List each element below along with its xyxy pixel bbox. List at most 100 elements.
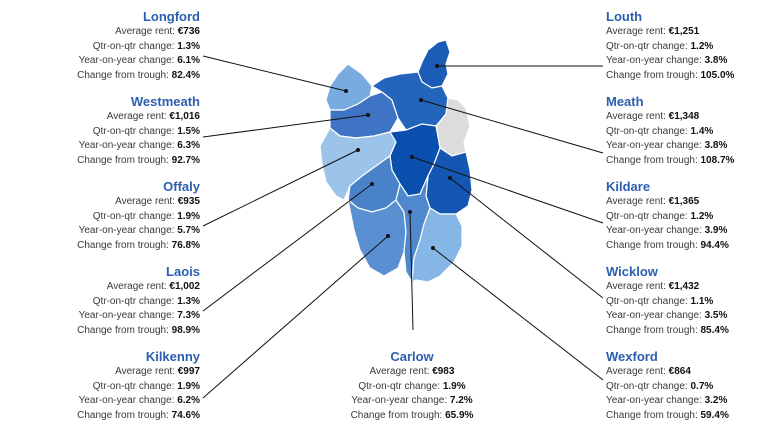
qtr-value: 1.9% bbox=[177, 210, 200, 222]
county-name: Wicklow bbox=[606, 264, 658, 279]
leader-meath bbox=[420, 99, 604, 154]
qtr-value: 1.5% bbox=[177, 125, 200, 137]
trough-row: Change from trough: 65.9% bbox=[350, 409, 474, 421]
trough-value: 85.4% bbox=[700, 324, 729, 336]
trough-value: 65.9% bbox=[445, 409, 474, 421]
county-name: Kildare bbox=[606, 179, 651, 194]
info-laois: Laois Average rent: €1,002 Qtr-on-qtr ch… bbox=[0, 263, 200, 338]
info-longford: Longford Average rent: €736 Qtr-on-qtr c… bbox=[0, 8, 200, 83]
yoy-value: 6.2% bbox=[177, 395, 200, 406]
trough-value: 82.4% bbox=[171, 69, 200, 81]
trough-value: 59.4% bbox=[700, 409, 729, 421]
qtr-value: 1.1% bbox=[690, 295, 714, 307]
qtr-row: Qtr-on-qtr change: 1.1% bbox=[606, 295, 714, 307]
avg-rent-value: €983 bbox=[432, 366, 455, 377]
info-meath: Meath Average rent: €1,348 Qtr-on-qtr ch… bbox=[606, 93, 771, 168]
qtr-value: 1.2% bbox=[690, 210, 714, 222]
yoy-value: 3.8% bbox=[704, 140, 728, 151]
info-wicklow: Wicklow Average rent: €1,432 Qtr-on-qtr … bbox=[606, 263, 771, 338]
qtr-row: Qtr-on-qtr change: 1.2% bbox=[606, 40, 714, 52]
yoy-value: 3.2% bbox=[704, 395, 728, 406]
county-name: Kilkenny bbox=[145, 349, 200, 364]
info-carlow: Carlow Average rent: €983 Qtr-on-qtr cha… bbox=[312, 348, 512, 423]
avg-rent-value: €736 bbox=[177, 26, 200, 37]
avg-rent-row: Average rent: €983 bbox=[369, 366, 455, 377]
qtr-value: 1.9% bbox=[442, 380, 466, 392]
county-name: Westmeath bbox=[130, 94, 200, 109]
yoy-value: 5.7% bbox=[177, 225, 200, 236]
trough-row: Change from trough: 94.4% bbox=[606, 239, 729, 251]
region-louth bbox=[417, 39, 451, 89]
trough-row: Change from trough: 82.4% bbox=[77, 69, 200, 81]
yoy-row: Year-on-year change: 6.2% bbox=[78, 395, 200, 406]
trough-value: 98.9% bbox=[171, 324, 200, 336]
yoy-value: 7.3% bbox=[177, 310, 200, 321]
avg-rent-row: Average rent: €736 bbox=[115, 26, 200, 37]
yoy-row: Year-on-year change: 3.8% bbox=[606, 55, 728, 66]
leader-laois bbox=[202, 183, 373, 312]
trough-value: 108.7% bbox=[700, 154, 735, 166]
avg-rent-row: Average rent: €1,432 bbox=[606, 281, 700, 292]
avg-rent-row: Average rent: €935 bbox=[115, 196, 200, 207]
avg-rent-row: Average rent: €997 bbox=[115, 366, 200, 377]
avg-rent-value: €864 bbox=[668, 366, 691, 377]
info-wexford: Wexford Average rent: €864 Qtr-on-qtr ch… bbox=[606, 348, 771, 423]
avg-rent-row: Average rent: €1,002 bbox=[106, 281, 200, 292]
trough-value: 76.8% bbox=[171, 239, 200, 251]
avg-rent-value: €1,432 bbox=[668, 281, 700, 292]
trough-value: 74.6% bbox=[171, 409, 200, 421]
qtr-value: 1.9% bbox=[177, 380, 200, 392]
yoy-value: 3.5% bbox=[704, 310, 728, 321]
county-name: Offaly bbox=[163, 179, 200, 194]
county-name: Wexford bbox=[606, 349, 658, 364]
qtr-row: Qtr-on-qtr change: 1.9% bbox=[358, 380, 466, 392]
qtr-row: Qtr-on-qtr change: 1.2% bbox=[606, 210, 714, 222]
region-kilkenny bbox=[347, 198, 407, 277]
avg-rent-row: Average rent: €1,016 bbox=[106, 111, 200, 122]
trough-value: 92.7% bbox=[171, 154, 200, 166]
leader-wicklow bbox=[449, 177, 604, 299]
trough-row: Change from trough: 76.8% bbox=[77, 239, 200, 251]
trough-value: 94.4% bbox=[700, 239, 729, 251]
avg-rent-value: €1,016 bbox=[169, 111, 200, 122]
qtr-row: Qtr-on-qtr change: 1.3% bbox=[92, 40, 200, 52]
region-wexford bbox=[411, 207, 463, 284]
trough-row: Change from trough: 74.6% bbox=[77, 409, 200, 421]
county-name: Longford bbox=[142, 9, 200, 24]
leader-wexford bbox=[432, 247, 604, 381]
yoy-row: Year-on-year change: 5.7% bbox=[78, 225, 200, 236]
county-name: Laois bbox=[166, 264, 200, 279]
qtr-row: Qtr-on-qtr change: 1.5% bbox=[92, 125, 200, 137]
info-kildare: Kildare Average rent: €1,365 Qtr-on-qtr … bbox=[606, 178, 771, 253]
qtr-value: 1.4% bbox=[690, 125, 714, 137]
yoy-row: Year-on-year change: 6.1% bbox=[78, 55, 200, 66]
avg-rent-row: Average rent: €864 bbox=[606, 366, 691, 377]
info-louth: Louth Average rent: €1,251 Qtr-on-qtr ch… bbox=[606, 8, 771, 83]
qtr-row: Qtr-on-qtr change: 1.9% bbox=[92, 380, 200, 392]
trough-row: Change from trough: 98.9% bbox=[77, 324, 200, 336]
qtr-row: Qtr-on-qtr change: 1.9% bbox=[92, 210, 200, 222]
trough-row: Change from trough: 108.7% bbox=[606, 154, 735, 166]
leader-longford bbox=[202, 55, 347, 92]
leader-offaly bbox=[202, 149, 359, 227]
qtr-row: Qtr-on-qtr change: 1.4% bbox=[606, 125, 714, 137]
yoy-row: Year-on-year change: 6.3% bbox=[78, 140, 200, 151]
yoy-row: Year-on-year change: 3.9% bbox=[606, 225, 728, 236]
county-name: Meath bbox=[606, 94, 644, 109]
avg-rent-value: €1,365 bbox=[668, 196, 700, 207]
qtr-value: 1.3% bbox=[177, 40, 200, 52]
qtr-row: Qtr-on-qtr change: 1.3% bbox=[92, 295, 200, 307]
yoy-row: Year-on-year change: 3.5% bbox=[606, 310, 728, 321]
trough-row: Change from trough: 92.7% bbox=[77, 154, 200, 166]
yoy-value: 3.8% bbox=[704, 55, 728, 66]
trough-row: Change from trough: 105.0% bbox=[606, 69, 735, 81]
avg-rent-value: €1,002 bbox=[169, 281, 200, 292]
leader-westmeath bbox=[202, 114, 369, 138]
qtr-row: Qtr-on-qtr change: 0.7% bbox=[606, 380, 714, 392]
avg-rent-value: €1,348 bbox=[668, 111, 700, 122]
trough-row: Change from trough: 85.4% bbox=[606, 324, 729, 336]
yoy-row: Year-on-year change: 3.2% bbox=[606, 395, 728, 406]
yoy-row: Year-on-year change: 7.3% bbox=[78, 310, 200, 321]
qtr-value: 1.3% bbox=[177, 295, 200, 307]
